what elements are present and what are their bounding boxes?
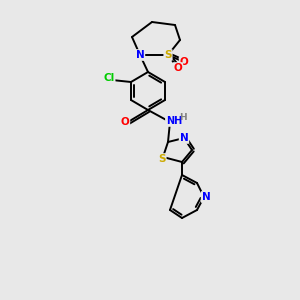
Text: NH: NH (166, 116, 182, 126)
Text: O: O (121, 117, 129, 127)
Text: S: S (158, 154, 166, 164)
Text: N: N (202, 192, 210, 202)
Text: Cl: Cl (103, 73, 115, 83)
Text: N: N (180, 133, 188, 143)
Text: O: O (174, 63, 182, 73)
Text: H: H (179, 113, 187, 122)
Text: S: S (164, 50, 172, 60)
Text: O: O (180, 57, 188, 67)
Text: N: N (136, 50, 144, 60)
